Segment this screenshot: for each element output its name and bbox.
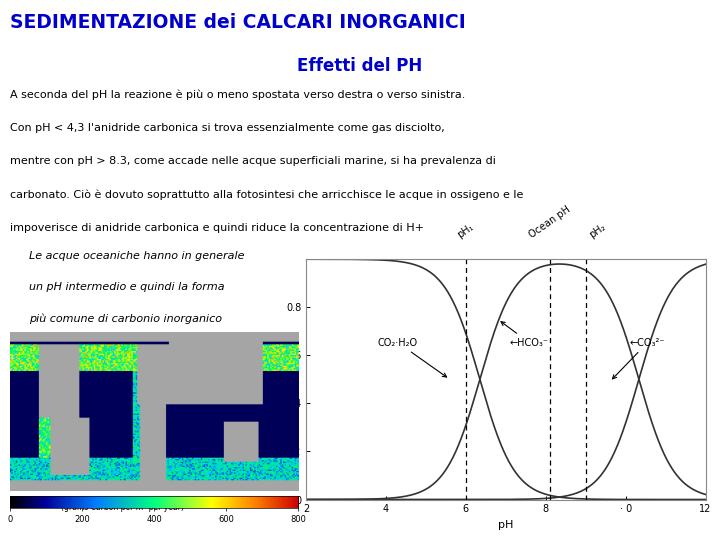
Text: Ocean pH: Ocean pH — [527, 204, 572, 240]
Text: Net Primary Productivity (grams Carbon per m² per year): Net Primary Productivity (grams Carbon p… — [10, 500, 258, 509]
Text: impoverisce di anidride carbonica e quindi riduce la concentrazione di H+: impoverisce di anidride carbonica e quin… — [10, 223, 424, 233]
Text: A seconda del pH la reazione è più o meno spostata verso destra o verso sinistra: A seconda del pH la reazione è più o men… — [10, 89, 465, 99]
Text: pH₂: pH₂ — [588, 222, 608, 240]
Text: più comune di carbonio inorganico: più comune di carbonio inorganico — [29, 314, 222, 324]
Text: carbonato. Ciò è dovuto soprattutto alla fotosintesi che arricchisce le acque in: carbonato. Ciò è dovuto soprattutto alla… — [10, 190, 523, 200]
Text: disciolto è lo ione bicarbonato HCO₃⁻ .: disciolto è lo ione bicarbonato HCO₃⁻ . — [29, 345, 242, 355]
Text: CO₂·H₂O: CO₂·H₂O — [378, 338, 446, 377]
Text: pH₁: pH₁ — [456, 222, 476, 240]
Text: ←HCO₃⁻: ←HCO₃⁻ — [501, 322, 549, 348]
Text: Effetti del PH: Effetti del PH — [297, 57, 423, 75]
Text: un pH intermedio e quindi la forma: un pH intermedio e quindi la forma — [29, 282, 225, 293]
Text: SEDIMENTAZIONE dei CALCARI INORGANICI: SEDIMENTAZIONE dei CALCARI INORGANICI — [10, 14, 466, 32]
Y-axis label: Mole Fraction: Mole Fraction — [270, 345, 280, 414]
Text: mentre con pH > 8.3, come accade nelle acque superficiali marine, si ha prevalen: mentre con pH > 8.3, come accade nelle a… — [10, 156, 496, 166]
Text: ←CO₃²⁻: ←CO₃²⁻ — [613, 338, 665, 379]
Text: (grams Carbon per m² per year): (grams Carbon per m² per year) — [61, 503, 184, 512]
Text: Le acque oceaniche hanno in generale: Le acque oceaniche hanno in generale — [29, 251, 244, 261]
Text: Con pH < 4,3 l'anidride carbonica si trova essenzialmente come gas disciolto,: Con pH < 4,3 l'anidride carbonica si tro… — [10, 123, 445, 133]
X-axis label: pH: pH — [498, 520, 513, 530]
